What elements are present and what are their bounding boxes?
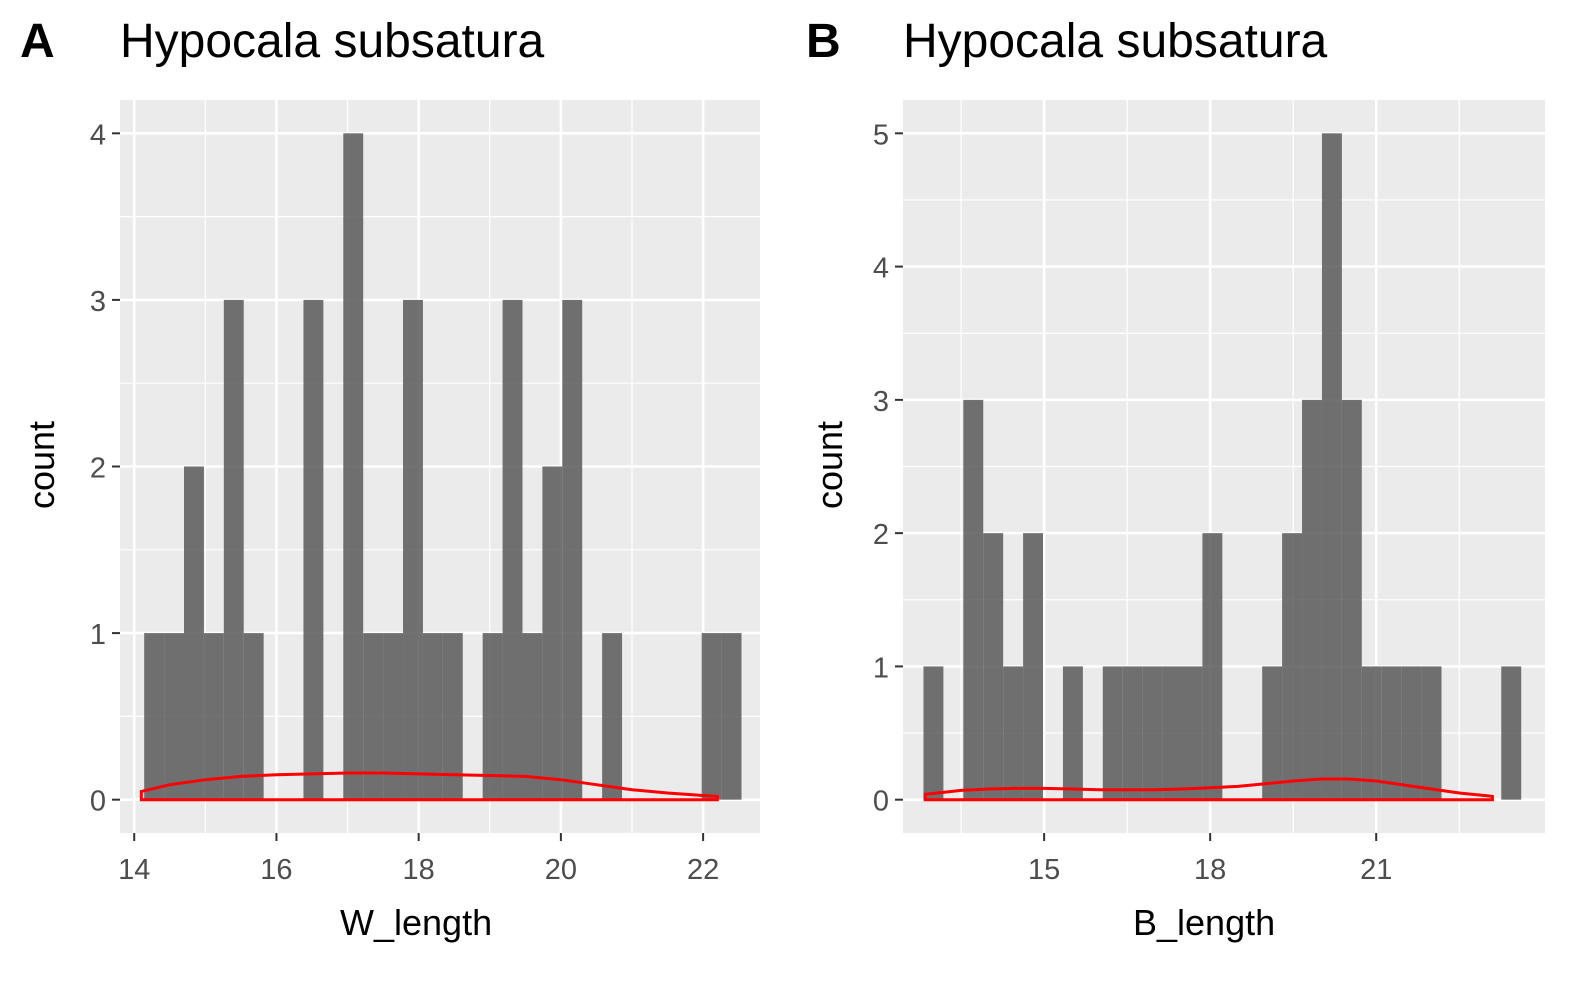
histogram-bar: [1182, 666, 1203, 800]
histogram-bar: [164, 633, 184, 800]
density-curve: [139, 771, 719, 802]
histogram-bar: [482, 633, 503, 800]
histogram-bar: [243, 633, 264, 800]
y-tick-label: 3: [873, 386, 889, 418]
histogram-bar: [1003, 666, 1024, 800]
histogram-bar: [983, 533, 1004, 800]
chart-title: Hypocala subsatura: [903, 15, 1328, 68]
histogram-bar: [1162, 666, 1183, 800]
x-tick-label: 16: [260, 854, 292, 886]
y-tick-label: 4: [90, 119, 106, 151]
histogram-bar: [1122, 666, 1143, 800]
y-tick-label: 0: [90, 786, 106, 818]
histogram-bar: [502, 299, 523, 800]
histogram-bar: [542, 466, 563, 800]
histogram-bar: [1501, 666, 1522, 800]
x-tick-label: 14: [118, 854, 150, 886]
histogram-bar: [363, 633, 384, 800]
x-tick-label: 20: [545, 854, 577, 886]
histogram-bar: [1361, 666, 1382, 800]
histogram-bar: [1321, 133, 1342, 800]
x-axis-label: W_length: [340, 902, 493, 943]
x-tick-label: 18: [403, 854, 435, 886]
histogram-bar: [422, 633, 443, 800]
histogram-bar: [522, 633, 543, 800]
histogram-bar: [1062, 666, 1083, 800]
histogram-bar: [721, 633, 742, 800]
histogram-bar: [144, 633, 165, 800]
x-axis-label: B_length: [1133, 902, 1276, 943]
y-tick-label: 4: [873, 253, 889, 285]
x-tick-label: 22: [687, 854, 719, 886]
y-tick-label: 5: [873, 119, 889, 151]
y-axis-label: count: [809, 420, 850, 510]
histogram-bar: [1401, 666, 1422, 800]
y-tick-label: 2: [873, 519, 889, 551]
histogram-bar: [203, 633, 224, 800]
chart-title: Hypocala subsatura: [120, 15, 545, 68]
histogram-bar: [1421, 666, 1442, 800]
histogram-bar: [1142, 666, 1163, 800]
histogram-bar: [343, 133, 364, 800]
histogram-bar: [383, 633, 404, 800]
histogram-bar: [1023, 533, 1044, 800]
histogram-bar: [1302, 399, 1322, 800]
x-tick-label: 21: [1360, 854, 1392, 886]
histogram-bar: [184, 466, 204, 800]
histogram-bar: [701, 633, 722, 800]
y-axis-label: count: [21, 420, 62, 510]
histogram-bar: [963, 399, 984, 800]
histogram-bar: [1341, 399, 1362, 800]
y-tick-label: 0: [873, 786, 889, 818]
histogram-bar: [1102, 666, 1123, 800]
panel-letter: A: [20, 15, 55, 68]
y-tick-label: 2: [90, 453, 106, 485]
panel-letter: B: [806, 15, 841, 68]
histogram-bar: [1381, 666, 1402, 800]
histogram-bar: [602, 633, 623, 800]
density-curve: [923, 777, 1494, 802]
panel-b: B Hypocala subsatura 0 1 2 3 4 5 15 18 21 count …: [800, 0, 1593, 984]
histogram-bar: [223, 299, 244, 800]
y-tick-label: 3: [90, 286, 106, 318]
histogram-bar: [403, 299, 423, 800]
histogram-bar: [562, 299, 583, 800]
histogram-bar: [1202, 533, 1223, 800]
chart-plot: 0 1 2 3 4 5 15 18 21: [873, 100, 1545, 886]
chart-plot: 0 1 2 3 4 14 16 18 20 22: [90, 100, 760, 886]
y-tick-label: 1: [873, 652, 889, 684]
histogram-bar: [1262, 666, 1283, 800]
histogram-bar: [923, 666, 944, 800]
histogram-bar: [303, 299, 324, 800]
x-tick-label: 18: [1194, 854, 1226, 886]
y-tick-label: 1: [90, 619, 106, 651]
x-tick-label: 15: [1028, 854, 1060, 886]
panel-a: A Hypocala subsatura 0 1 2 3 4 14 16 18 20 22 cou…: [0, 0, 790, 984]
histogram-bar: [1282, 533, 1303, 800]
histogram-bar: [442, 633, 463, 800]
